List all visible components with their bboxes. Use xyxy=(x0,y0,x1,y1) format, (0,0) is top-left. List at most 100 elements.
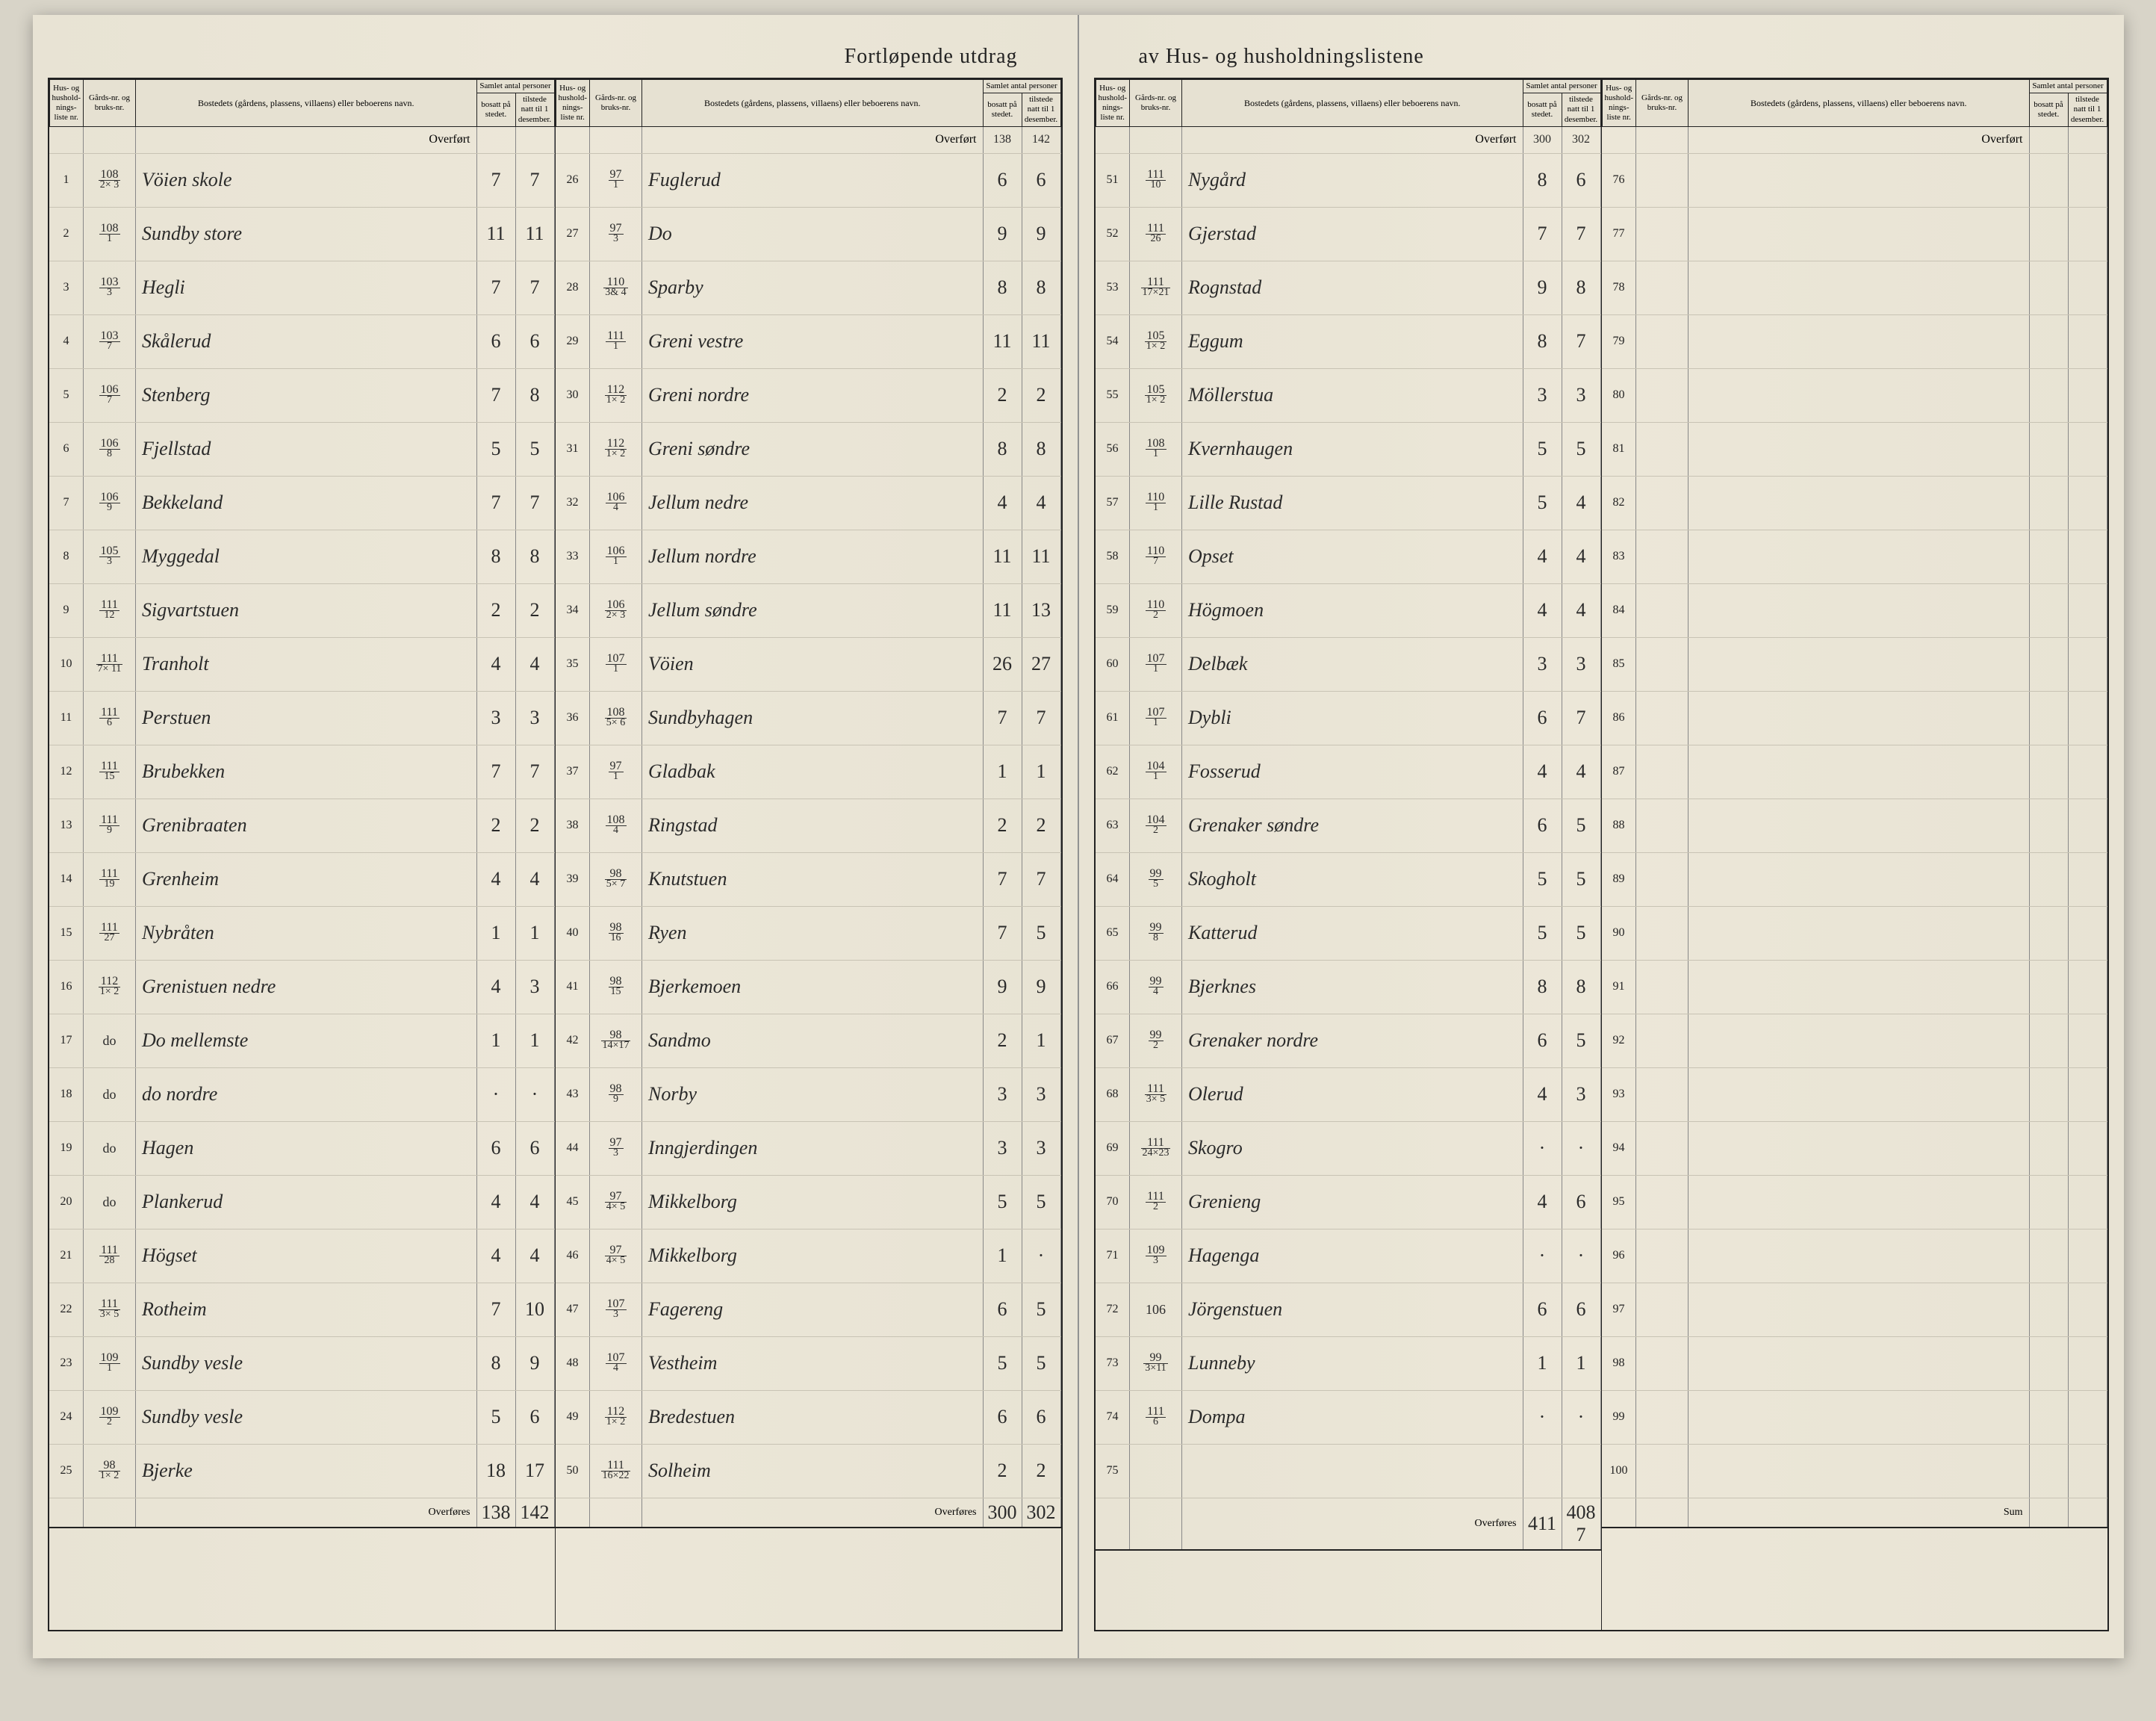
table-row: 5 1067 Stenberg 7 8 xyxy=(49,368,554,422)
row-index: 92 xyxy=(1602,1014,1636,1067)
bosted-name: Do xyxy=(642,207,984,261)
tilstede-count xyxy=(2068,368,2107,422)
gard-nr: do xyxy=(84,1175,136,1229)
tilstede-count: 4 xyxy=(515,1175,554,1229)
bosatt-count: 8 xyxy=(1523,960,1562,1014)
overfores-row: Overføres 411 408 7 xyxy=(1096,1498,1600,1550)
bosatt-count xyxy=(2029,1121,2068,1175)
row-index: 38 xyxy=(556,799,590,852)
row-index: 71 xyxy=(1096,1229,1130,1283)
gard-nr: 1071 xyxy=(590,637,642,691)
gard-nr: 1042 xyxy=(1130,799,1182,852)
table-row: 65 998 Katterud 5 5 xyxy=(1096,906,1600,960)
tilstede-count: 6 xyxy=(515,1121,554,1175)
bosatt-count: 7 xyxy=(1523,207,1562,261)
gard-nr xyxy=(1130,1444,1182,1498)
bosted-name: Gjerstad xyxy=(1182,207,1523,261)
tilstede-count: 1 xyxy=(1562,1336,1600,1390)
tilstede-count xyxy=(2068,530,2107,583)
gard-nr: 1116 xyxy=(84,691,136,745)
table-row: 39 985× 7 Knutstuen 7 7 xyxy=(556,852,1060,906)
gard-nr: do xyxy=(84,1121,136,1175)
bosted-name: Skålerud xyxy=(136,314,477,368)
tilstede-count xyxy=(2068,1444,2107,1498)
bosted-name: Grenieng xyxy=(1182,1175,1523,1229)
gard-nr: 1107 xyxy=(1130,530,1182,583)
table-row: 44 973 Inngjerdingen 3 3 xyxy=(556,1121,1060,1175)
bosted-name xyxy=(1689,799,2030,852)
bosted-name: Bjerke xyxy=(136,1444,477,1498)
gard-nr: 994 xyxy=(1130,960,1182,1014)
gard-nr xyxy=(1636,906,1689,960)
table-row: 43 989 Norby 3 3 xyxy=(556,1067,1060,1121)
tilstede-count: 7 xyxy=(1022,852,1060,906)
gard-nr: 11112 xyxy=(84,583,136,637)
table-row: 79 xyxy=(1602,314,2107,368)
bosatt-count xyxy=(2029,799,2068,852)
row-index: 79 xyxy=(1602,314,1636,368)
table-row: 29 1111 Greni vestre 11 11 xyxy=(556,314,1060,368)
tilstede-count: 4 xyxy=(1022,476,1060,530)
ledger-table: Hus- og hushold-nings-liste nr. Gårds-nr… xyxy=(49,79,555,1528)
gard-nr: 1041 xyxy=(1130,745,1182,799)
gard-nr: 993×11 xyxy=(1130,1336,1182,1390)
tilstede-count: 27 xyxy=(1022,637,1060,691)
row-index: 90 xyxy=(1602,906,1636,960)
table-row: 51 11110 Nygård 8 6 xyxy=(1096,153,1600,207)
row-index: 54 xyxy=(1096,314,1130,368)
row-index: 88 xyxy=(1602,799,1636,852)
row-index: 73 xyxy=(1096,1336,1130,1390)
bosatt-count: 3 xyxy=(983,1121,1022,1175)
table-row: 15 11127 Nybråten 1 1 xyxy=(49,906,554,960)
tilstede-count: 9 xyxy=(1022,207,1060,261)
gard-nr: 9816 xyxy=(590,906,642,960)
row-index: 29 xyxy=(556,314,590,368)
bosted-name: Knutstuen xyxy=(642,852,984,906)
tilstede-count xyxy=(2068,745,2107,799)
bosted-name: Inngjerdingen xyxy=(642,1121,984,1175)
bosatt-count xyxy=(2029,207,2068,261)
row-index: 93 xyxy=(1602,1067,1636,1121)
table-row: 67 992 Grenaker nordre 6 5 xyxy=(1096,1014,1600,1067)
row-index: 85 xyxy=(1602,637,1636,691)
gard-nr: 1069 xyxy=(84,476,136,530)
row-index: 26 xyxy=(556,153,590,207)
bosatt-count: 5 xyxy=(476,1390,515,1444)
bosted-name: Sparby xyxy=(642,261,984,314)
table-row: 87 xyxy=(1602,745,2107,799)
title-left: Fortløpende utdrag xyxy=(48,45,1063,69)
tilstede-count: 7 xyxy=(1022,691,1060,745)
table-row: 97 xyxy=(1602,1283,2107,1336)
gard-nr: 1074 xyxy=(590,1336,642,1390)
gard-nr xyxy=(1636,1336,1689,1390)
tilstede-count: 17 xyxy=(515,1444,554,1498)
gard-nr: 1121× 2 xyxy=(590,422,642,476)
table-row: 94 xyxy=(1602,1121,2107,1175)
row-index: 76 xyxy=(1602,153,1636,207)
tilstede-count: 3 xyxy=(1022,1121,1060,1175)
table-row: 56 1081 Kvernhaugen 5 5 xyxy=(1096,422,1600,476)
tilstede-count xyxy=(2068,476,2107,530)
table-row: 69 11124×23 Skogro · · xyxy=(1096,1121,1600,1175)
bosatt-count: 9 xyxy=(983,207,1022,261)
bosatt-count: 4 xyxy=(1523,1175,1562,1229)
tilstede-count: 2 xyxy=(1022,368,1060,422)
bosatt-count: 4 xyxy=(983,476,1022,530)
ledger-table: Hus- og hushold-nings-liste nr. Gårds-nr… xyxy=(1602,79,2107,1528)
gard-nr: 1121× 2 xyxy=(84,960,136,1014)
table-row: 95 xyxy=(1602,1175,2107,1229)
tilstede-count: 8 xyxy=(1562,960,1600,1014)
bosatt-count: · xyxy=(1523,1121,1562,1175)
gard-nr xyxy=(1636,852,1689,906)
table-row: 66 994 Bjerknes 8 8 xyxy=(1096,960,1600,1014)
tilstede-count xyxy=(2068,1229,2107,1283)
bosted-name: Fjellstad xyxy=(136,422,477,476)
table-row: 30 1121× 2 Greni nordre 2 2 xyxy=(556,368,1060,422)
bosted-name: Lille Rustad xyxy=(1182,476,1523,530)
bosatt-count: 9 xyxy=(1523,261,1562,314)
row-index: 72 xyxy=(1096,1283,1130,1336)
bosatt-count: 5 xyxy=(983,1336,1022,1390)
bosatt-count: 2 xyxy=(983,799,1022,852)
bosted-name xyxy=(1689,261,2030,314)
bosted-name: Greni vestre xyxy=(642,314,984,368)
